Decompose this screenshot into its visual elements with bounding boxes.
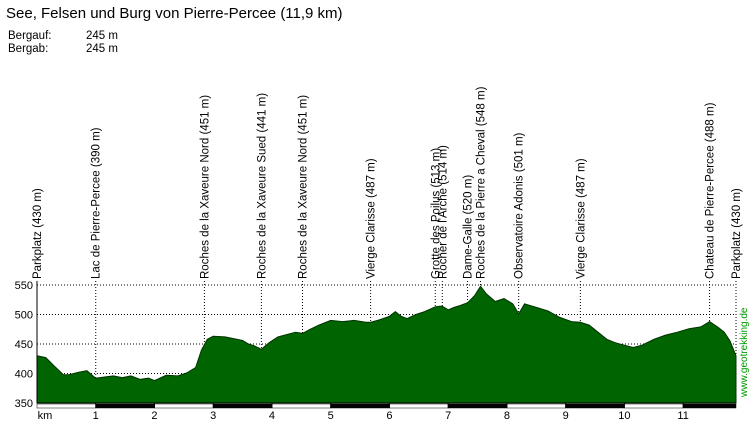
waypoint-label: Roches de la Xaveure Nord (451 m) — [199, 95, 211, 279]
y-tick-label: 550 — [15, 280, 33, 292]
waypoint-label: Dame-Galle (520 m) — [463, 175, 475, 279]
km-band-segment — [95, 403, 155, 409]
x-tick-label: 2 — [151, 410, 157, 422]
km-band-segment — [447, 403, 508, 409]
x-tick-label: 9 — [563, 410, 569, 422]
km-band-segment — [271, 403, 331, 409]
axes: 550 500 450 400 350 1 2 3 4 5 6 7 8 9 10 11 km — [15, 280, 737, 422]
descent-value: 245 m — [86, 43, 118, 55]
x-tick-label: 10 — [618, 410, 630, 422]
elevation-profile-area — [36, 285, 737, 404]
x-tick-label: 7 — [445, 410, 451, 422]
x-tick-label: 4 — [269, 410, 275, 422]
x-tick-label: 5 — [328, 410, 334, 422]
km-band-segment — [624, 403, 684, 409]
km-band-segment — [389, 403, 449, 409]
km-band-segment — [565, 403, 625, 409]
waypoint-label: Rocher de l'Arche (514 m) — [437, 145, 449, 279]
descent-label: Bergab: — [8, 43, 49, 55]
waypoint-label: Parkplatz (430 m) — [32, 188, 44, 279]
chart-title: See, Felsen und Burg von Pierre-Percee (… — [6, 5, 343, 22]
waypoint-label: Roches de la Xaveure Nord (451 m) — [298, 95, 310, 279]
waypoint-label: Roches de la Xaveure Sued (441 m) — [256, 93, 268, 279]
x-tick-label: 1 — [93, 410, 99, 422]
y-tick-label: 350 — [15, 398, 33, 410]
y-tick-label: 450 — [15, 339, 33, 351]
x-tick-label: 11 — [677, 410, 688, 422]
km-band-segment — [36, 403, 96, 409]
waypoint-label: Roches de la Pierre a Cheval (548 m) — [475, 86, 487, 279]
km-band-segment — [506, 403, 566, 409]
ascent-label: Bergauf: — [8, 30, 52, 42]
x-tick-label: 3 — [210, 410, 216, 422]
waypoint-label: Vierge Clarisse (487 m) — [575, 158, 587, 279]
y-tick-label: 400 — [15, 369, 33, 381]
x-tick-label: 6 — [386, 410, 392, 422]
km-band-segment — [330, 403, 390, 409]
waypoint-label: Grotte des Poilus (513 m) — [430, 148, 442, 279]
x-axis-title: km — [38, 410, 53, 422]
descent-stat: Bergab: 245 m — [8, 43, 118, 55]
waypoint-label: Chateau de Pierre-Percee (488 m) — [705, 102, 717, 279]
ascent-value: 245 m — [86, 30, 118, 42]
waypoint-labels: Parkplatz (430 m) Lac de Pierre-Percee (3… — [32, 86, 743, 279]
waypoint-label: Vierge Clarisse (487 m) — [366, 158, 378, 279]
ascent-stat: Bergauf: 245 m — [8, 30, 118, 42]
waypoint-label: Lac de Pierre-Percee (390 m) — [91, 127, 103, 279]
y-tick-label: 500 — [15, 310, 33, 322]
waypoint-label: Observatoire Adonis (501 m) — [514, 132, 526, 279]
watermark-text: www.geotrekking.de — [739, 307, 750, 398]
km-band-segment — [154, 403, 214, 409]
waypoint-label: Parkplatz (430 m) — [731, 188, 743, 279]
x-tick-label: 8 — [504, 410, 510, 422]
km-band-segment — [682, 403, 737, 409]
km-band-segment — [212, 403, 273, 409]
